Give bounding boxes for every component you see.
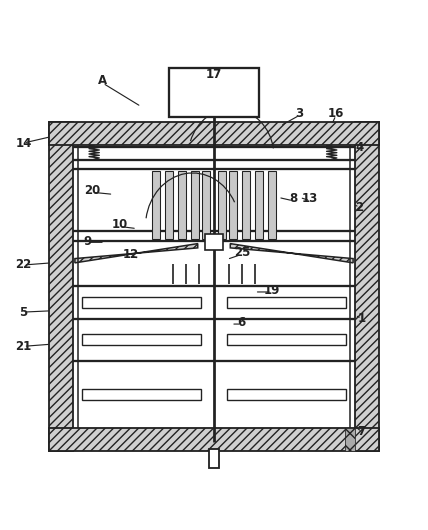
Bar	[49, 428, 379, 451]
Bar	[227, 334, 346, 346]
Text: A: A	[98, 74, 107, 87]
Bar	[202, 171, 210, 240]
Bar	[345, 428, 355, 451]
Bar	[82, 334, 201, 346]
Bar	[152, 171, 160, 240]
Polygon shape	[75, 244, 198, 263]
Text: 22: 22	[15, 259, 32, 271]
Bar	[355, 121, 379, 451]
Bar	[242, 171, 250, 240]
Bar	[165, 171, 173, 240]
Text: 9: 9	[83, 235, 92, 248]
Bar	[227, 389, 346, 400]
Bar	[82, 297, 201, 308]
Bar	[227, 297, 346, 308]
Bar	[345, 428, 355, 451]
Text: 16: 16	[328, 107, 344, 120]
Bar	[191, 171, 199, 240]
Text: 10: 10	[112, 218, 128, 231]
Text: 19: 19	[264, 284, 280, 297]
Bar	[49, 121, 73, 451]
Bar	[205, 234, 223, 250]
Bar	[49, 121, 73, 451]
Text: 1: 1	[358, 312, 366, 325]
Text: 13: 13	[302, 192, 318, 205]
Text: 14: 14	[15, 137, 32, 149]
Text: 3: 3	[296, 107, 303, 120]
Bar	[169, 68, 259, 117]
Bar	[178, 171, 186, 240]
Text: 6: 6	[238, 316, 246, 329]
Bar	[209, 449, 219, 469]
Text: 17: 17	[206, 68, 222, 81]
Bar	[49, 121, 379, 145]
Bar	[218, 171, 226, 240]
Text: 2: 2	[356, 201, 363, 214]
Text: 20: 20	[84, 183, 100, 197]
Bar	[49, 121, 379, 145]
Text: 25: 25	[234, 246, 250, 259]
Text: 4: 4	[355, 141, 364, 154]
Bar	[82, 389, 201, 400]
Text: 7: 7	[358, 426, 366, 438]
Text: 5: 5	[19, 306, 28, 319]
Polygon shape	[230, 244, 353, 263]
Bar	[229, 171, 237, 240]
Bar	[268, 171, 276, 240]
Text: 21: 21	[15, 340, 32, 353]
Bar	[255, 171, 263, 240]
Bar	[355, 121, 379, 451]
Bar	[49, 428, 379, 451]
Text: 12: 12	[122, 248, 139, 261]
Text: 8: 8	[289, 192, 297, 205]
